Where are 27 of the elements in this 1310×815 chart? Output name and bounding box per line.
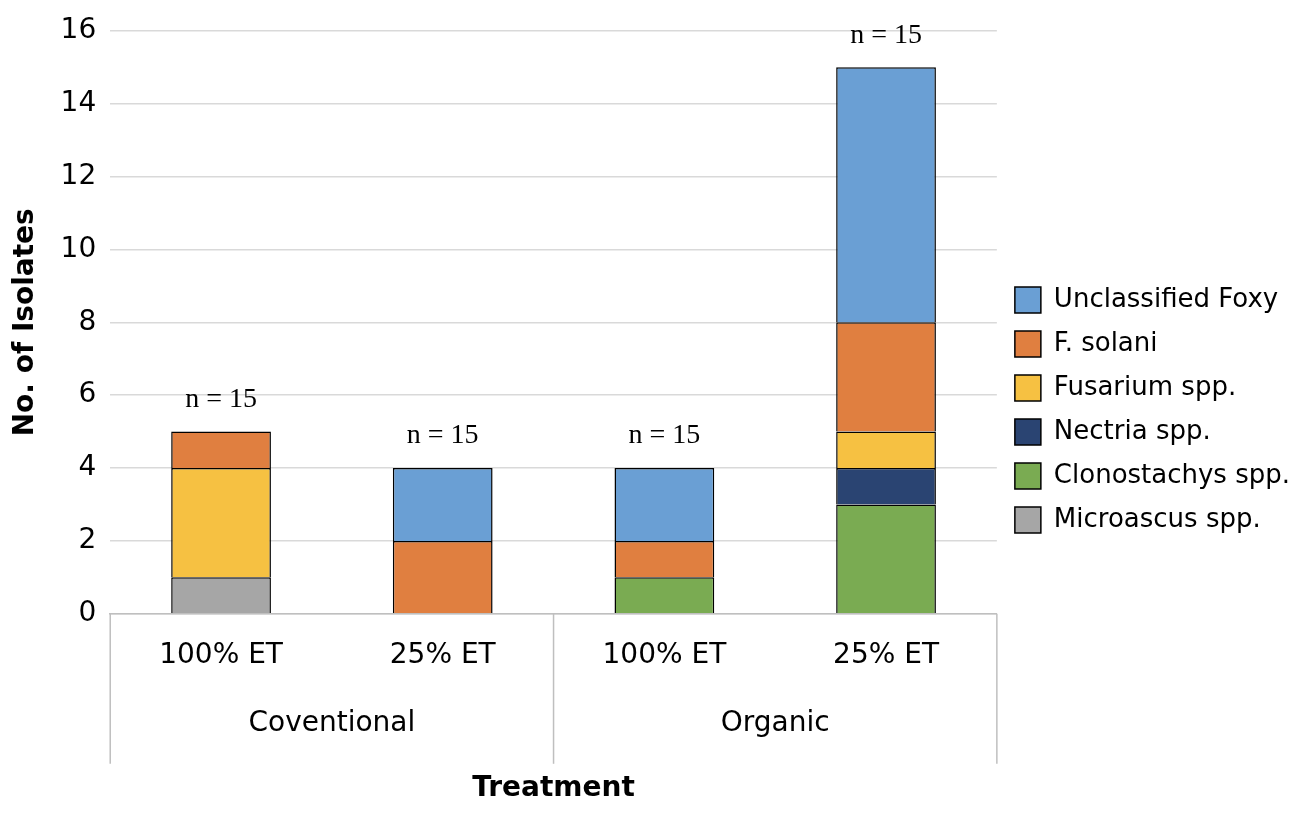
y-tick-label: 16 [60,12,97,46]
annotation: n = 15 [850,17,922,49]
legend-label: Fusarium spp. [1053,370,1237,401]
x-tick-label: 25% ET [833,636,940,670]
y-tick-label: 4 [78,449,97,483]
legend-label: Nectria spp. [1053,414,1211,445]
x-tick-label: 100% ET [159,636,284,670]
legend-label: Unclassified Foxy [1053,282,1279,313]
text: Organic [720,705,830,739]
legend-label: Microascus spp. [1053,502,1261,533]
x-tick-label: 25% ET [389,636,497,670]
annotation: n = 15 [628,418,701,450]
annotation: n = 15 [406,418,479,450]
y-tick-label: 8 [78,303,97,337]
y-tick-label: 14 [60,84,97,118]
legend-label: Clonostachys spp. [1053,458,1291,489]
y-tick-label: 12 [60,157,97,191]
y-tick-label: 0 [78,595,97,629]
annotation: n = 15 [185,381,257,413]
y-axis-title: No. of Isolates [7,208,41,437]
y-tick-label: 10 [60,230,97,264]
legend-label: F. solani [1053,326,1158,357]
y-tick-label: 2 [78,522,97,556]
x-axis-title: Treatment [472,770,635,804]
x-tick-label: 100% ET [602,636,728,670]
text: Coventional [248,705,416,739]
y-tick-label: 6 [78,376,97,410]
